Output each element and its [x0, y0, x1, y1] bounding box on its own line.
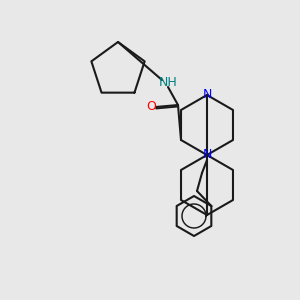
Text: N: N — [202, 148, 212, 161]
Text: NH: NH — [159, 76, 177, 88]
Text: N: N — [202, 88, 212, 101]
Text: O: O — [146, 100, 156, 113]
